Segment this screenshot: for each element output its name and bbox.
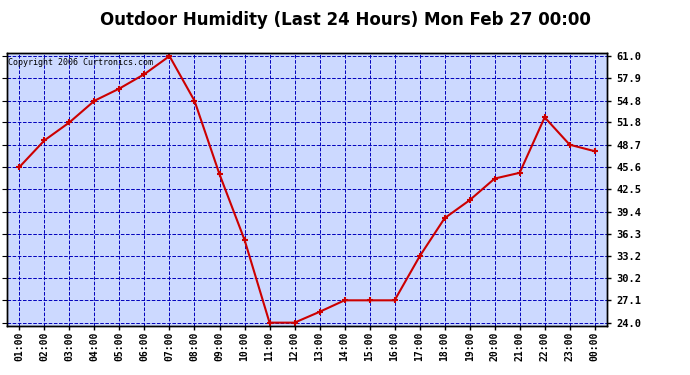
Text: Copyright 2006 Curtronics.com: Copyright 2006 Curtronics.com [8, 58, 153, 67]
Text: Outdoor Humidity (Last 24 Hours) Mon Feb 27 00:00: Outdoor Humidity (Last 24 Hours) Mon Feb… [99, 11, 591, 29]
